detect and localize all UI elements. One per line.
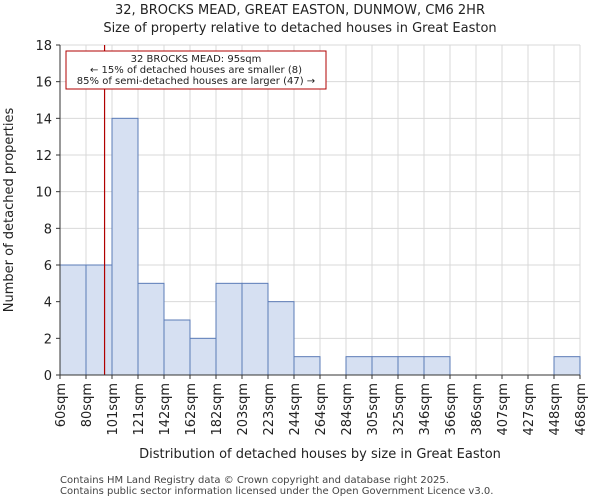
x-tick-label: 182sqm (210, 383, 225, 436)
histogram-bar (111, 117, 139, 376)
histogram-bar (189, 337, 217, 376)
x-tick-label: 121sqm (132, 383, 147, 436)
histogram-bar (423, 356, 451, 376)
x-tick-label: 346sqm (418, 383, 433, 436)
y-tick-label: 18 (35, 39, 52, 54)
histogram-bar (397, 356, 425, 376)
x-tick-label: 264sqm (314, 383, 329, 436)
histogram-bar (215, 282, 243, 376)
x-tick-label: 468sqm (574, 383, 589, 436)
y-tick-label: 10 (35, 186, 52, 201)
x-tick-label: 142sqm (158, 383, 173, 436)
histogram-bar (85, 264, 113, 376)
x-axis-label: Distribution of detached houses by size … (139, 447, 501, 462)
x-tick-label: 203sqm (236, 383, 251, 436)
annotation-line-3: 85% of semi-detached houses are larger (… (77, 76, 315, 87)
y-tick-label: 14 (35, 112, 52, 127)
y-tick-label: 8 (44, 222, 52, 237)
histogram-bar (163, 319, 191, 376)
marker-annotation: 32 BROCKS MEAD: 95sqm ← 15% of detached … (65, 50, 327, 90)
footer-line-2: Contains public sector information licen… (60, 486, 493, 497)
x-ticks: 60sqm 80sqm 101sqm 121sqm 142sqm 162sqm 182sqm… (54, 375, 589, 436)
x-tick-label: 244sqm (288, 383, 303, 436)
bars (59, 117, 581, 376)
x-tick-label: 223sqm (262, 383, 277, 436)
histogram-bar (371, 356, 399, 376)
y-tick-label: 16 (35, 76, 52, 91)
histogram-bar (553, 356, 581, 376)
histogram-bar (293, 356, 321, 376)
annotation-box (65, 50, 327, 90)
histogram-bar (267, 301, 295, 376)
annotation-line-2: ← 15% of detached houses are smaller (8) (90, 65, 302, 76)
histogram-bar (59, 264, 87, 376)
x-tick-label: 101sqm (106, 383, 121, 436)
y-tick-label: 0 (44, 369, 52, 384)
chart-subtitle: Size of property relative to detached ho… (103, 21, 496, 36)
x-tick-label: 448sqm (548, 383, 563, 436)
x-tick-label: 407sqm (496, 383, 511, 436)
x-tick-label: 366sqm (444, 383, 459, 436)
footer-line-1: Contains HM Land Registry data © Crown c… (60, 475, 449, 486)
x-tick-label: 80sqm (80, 383, 95, 427)
y-tick-label: 4 (44, 296, 52, 311)
x-tick-label: 386sqm (470, 383, 485, 436)
x-tick-label: 284sqm (340, 383, 355, 436)
y-tick-label: 6 (44, 259, 52, 274)
x-tick-label: 305sqm (366, 383, 381, 436)
chart-title: 32, BROCKS MEAD, GREAT EASTON, DUNMOW, C… (115, 3, 485, 18)
y-axis-label: Number of detached properties (2, 108, 17, 313)
x-tick-label: 60sqm (54, 383, 69, 427)
x-tick-label: 427sqm (522, 383, 537, 436)
histogram-bar (241, 282, 269, 376)
y-tick-label: 2 (44, 332, 52, 347)
y-ticks: 0 2 4 6 8 10 12 14 16 18 (35, 39, 60, 384)
histogram-bar (345, 356, 373, 376)
x-tick-label: 325sqm (392, 383, 407, 436)
x-tick-label: 162sqm (184, 383, 199, 436)
y-tick-label: 12 (35, 149, 52, 164)
histogram-bar (137, 282, 165, 376)
annotation-line-1: 32 BROCKS MEAD: 95sqm (131, 54, 262, 65)
